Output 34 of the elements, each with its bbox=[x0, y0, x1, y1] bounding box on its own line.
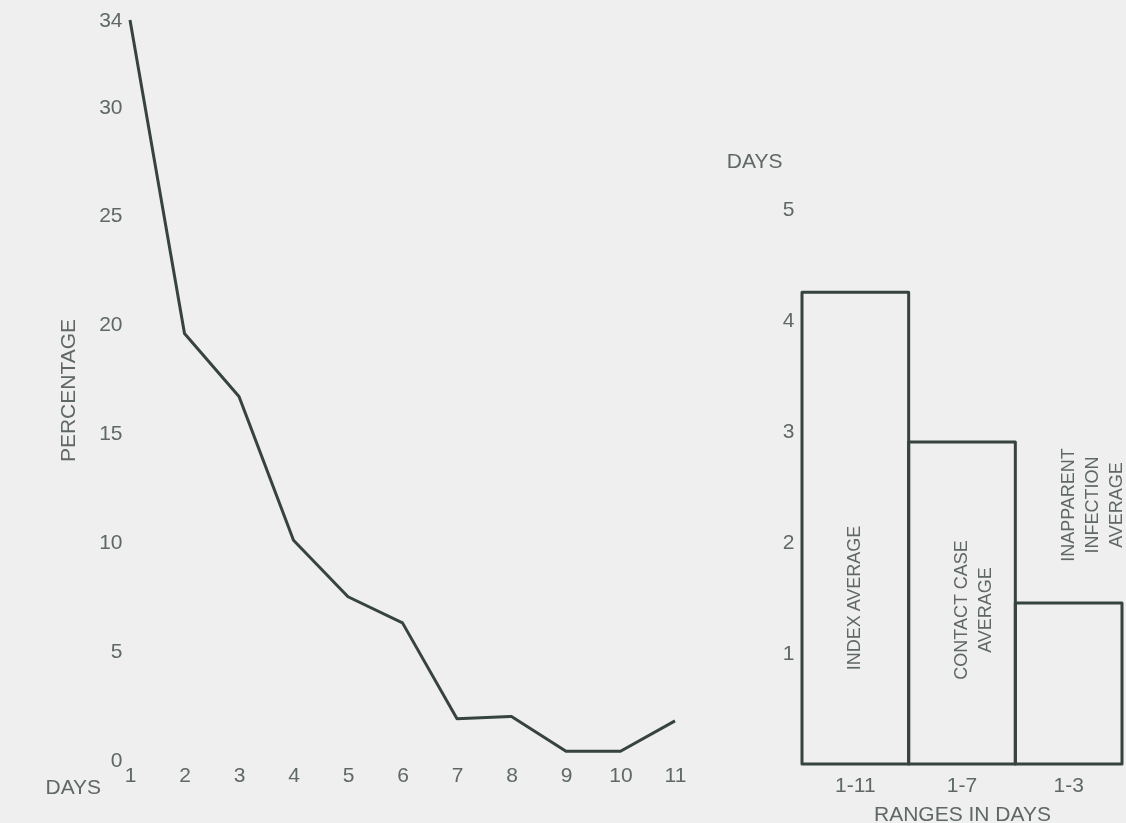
x-tick-label: 11 bbox=[664, 762, 687, 786]
y-tick-label: 20 bbox=[99, 312, 123, 336]
y-axis-title: DAYS bbox=[726, 148, 783, 172]
y-tick-label: 3 bbox=[782, 418, 795, 442]
y-tick-label: 4 bbox=[782, 307, 795, 331]
x-tick-label: 1-11 bbox=[835, 772, 876, 796]
y-tick-label: 5 bbox=[782, 196, 795, 220]
annotation: INDEX AVERAGE bbox=[844, 525, 865, 671]
annotation: CONTACT CASE AVERAGE bbox=[951, 540, 995, 680]
x-tick-label: 6 bbox=[397, 762, 409, 786]
y-tick-label: 15 bbox=[99, 421, 123, 445]
x-tick-label: 9 bbox=[560, 762, 573, 786]
y-tick-label: 25 bbox=[99, 203, 123, 227]
line-series bbox=[128, 18, 677, 753]
y-tick-label: 30 bbox=[99, 94, 123, 118]
y-axis-title: PERCENTAGE bbox=[56, 318, 80, 463]
x-tick-label: 3 bbox=[233, 762, 246, 786]
x-tick-label: 2 bbox=[179, 762, 191, 786]
y-tick-label: 5 bbox=[110, 638, 123, 662]
x-tick-label: 4 bbox=[288, 762, 301, 786]
x-tick-label: 8 bbox=[506, 762, 518, 786]
x-axis-title: RANGES IN DAYS bbox=[874, 801, 1051, 823]
y-tick-label: 2 bbox=[782, 529, 795, 553]
x-tick-label: 7 bbox=[451, 762, 464, 786]
y-tick-label: 10 bbox=[99, 529, 123, 553]
x-tick-label: 1-7 bbox=[946, 772, 978, 796]
x-tick-label: 1-3 bbox=[1053, 772, 1084, 796]
annotation: INAPPARENT INFECTION AVERAGE bbox=[1057, 448, 1126, 562]
y-tick-label: 0 bbox=[110, 747, 123, 771]
x-tick-label: 5 bbox=[342, 762, 355, 786]
x-axis-title: DAYS bbox=[45, 774, 102, 798]
y-tick-label: 1 bbox=[782, 640, 795, 664]
x-tick-label: 10 bbox=[609, 762, 633, 786]
y-tick-label: 34 bbox=[99, 7, 123, 31]
